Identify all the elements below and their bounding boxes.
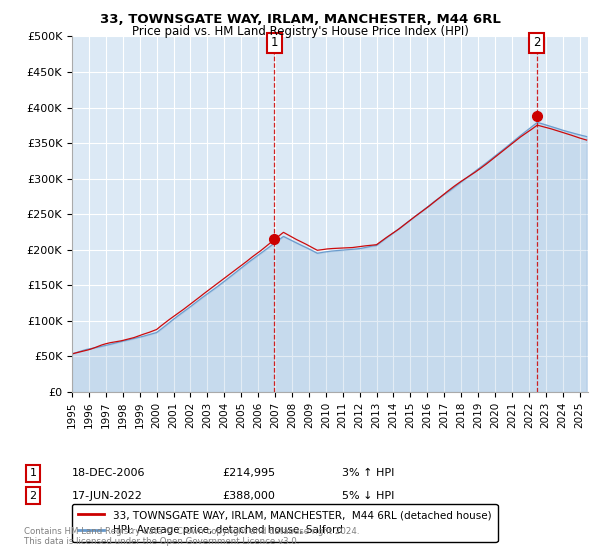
Text: 1: 1 <box>29 468 37 478</box>
Legend: 33, TOWNSGATE WAY, IRLAM, MANCHESTER,  M44 6RL (detached house), HPI: Average pr: 33, TOWNSGATE WAY, IRLAM, MANCHESTER, M4… <box>72 504 497 542</box>
Text: 18-DEC-2006: 18-DEC-2006 <box>72 468 146 478</box>
Text: 2: 2 <box>29 491 37 501</box>
Text: 3% ↑ HPI: 3% ↑ HPI <box>342 468 394 478</box>
Text: 2: 2 <box>533 36 541 49</box>
Text: £214,995: £214,995 <box>222 468 275 478</box>
Text: Price paid vs. HM Land Registry's House Price Index (HPI): Price paid vs. HM Land Registry's House … <box>131 25 469 38</box>
Text: £388,000: £388,000 <box>222 491 275 501</box>
Text: 1: 1 <box>271 36 278 49</box>
Text: 17-JUN-2022: 17-JUN-2022 <box>72 491 143 501</box>
Text: 5% ↓ HPI: 5% ↓ HPI <box>342 491 394 501</box>
Text: Contains HM Land Registry data © Crown copyright and database right 2024.
This d: Contains HM Land Registry data © Crown c… <box>24 527 359 546</box>
Text: 33, TOWNSGATE WAY, IRLAM, MANCHESTER, M44 6RL: 33, TOWNSGATE WAY, IRLAM, MANCHESTER, M4… <box>100 13 500 26</box>
